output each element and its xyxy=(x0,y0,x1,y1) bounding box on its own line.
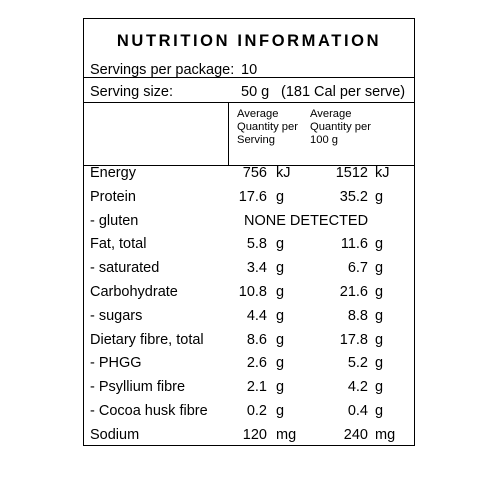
per-100g-value: 240 xyxy=(343,427,368,443)
per-serving-unit: g xyxy=(276,403,285,419)
per-100g-value: 35.2 xyxy=(339,189,368,205)
per-serving-unit: g xyxy=(276,284,285,300)
per-100g-value: 0.4 xyxy=(347,403,368,419)
per-serving-unit: g xyxy=(276,332,285,348)
per-100g-value: 4.2 xyxy=(347,379,368,395)
per-serving-value: 10.8 xyxy=(238,284,267,300)
per-serving-unit: g xyxy=(276,189,285,205)
per-serving-value: 8.6 xyxy=(246,332,267,348)
nutrient-name: Fat, total xyxy=(90,236,147,252)
header-per-100g: Average Quantity per 100 g xyxy=(310,108,371,146)
serving-size-note: (181 Cal per serve) xyxy=(281,84,406,100)
divider xyxy=(84,77,414,78)
per-serving-value: 2.6 xyxy=(246,355,267,371)
per-serving-unit: kJ xyxy=(276,165,291,181)
nutrition-panel: NUTRITION INFORMATION Servings per packa… xyxy=(83,18,415,446)
per-100g-unit: g xyxy=(375,189,384,205)
per-serving-unit: g xyxy=(276,355,285,371)
per-serving-unit: g xyxy=(276,308,285,324)
serving-size-label: Serving size: xyxy=(90,84,174,100)
per-100g-value: 6.7 xyxy=(347,260,368,276)
nutrient-name: - sugars xyxy=(90,308,143,324)
nutrient-name: Dietary fibre, total xyxy=(90,332,204,348)
per-100g-unit: g xyxy=(375,332,384,348)
per-serving-unit: mg xyxy=(276,427,297,443)
nutrient-name: - gluten xyxy=(90,213,139,229)
nutrient-name: Protein xyxy=(90,189,136,205)
per-serving-value: 120 xyxy=(242,427,267,443)
nutrient-name: - Psyllium fibre xyxy=(90,379,186,395)
serving-size-value: 50 g xyxy=(241,84,270,100)
per-serving-value: 5.8 xyxy=(246,236,267,252)
per-100g-value: 21.6 xyxy=(339,284,368,300)
per-100g-unit: g xyxy=(375,236,384,252)
nutrient-name: - Cocoa husk fibre xyxy=(90,403,208,419)
per-100g-value: 11.6 xyxy=(340,236,368,252)
nutrient-name: - saturated xyxy=(90,260,160,276)
divider xyxy=(84,102,414,103)
per-serving-value: 0.2 xyxy=(246,403,267,419)
nutrient-note: NONE DETECTED xyxy=(244,213,369,229)
per-100g-unit: g xyxy=(375,308,384,324)
per-serving-value: 3.4 xyxy=(246,260,267,276)
nutrient-name: Energy xyxy=(90,165,136,181)
nutrient-name: - PHGG xyxy=(90,355,142,371)
header-per-serving: Average Quantity per Serving xyxy=(237,108,298,146)
per-100g-value: 17.8 xyxy=(339,332,368,348)
per-serving-value: 17.6 xyxy=(238,189,267,205)
per-serving-unit: g xyxy=(276,236,285,252)
nutrient-name: Sodium xyxy=(90,427,140,443)
divider xyxy=(84,165,414,166)
panel-title: NUTRITION INFORMATION xyxy=(116,32,382,50)
column-divider xyxy=(228,102,229,165)
per-100g-unit: g xyxy=(375,355,384,371)
nutrient-name: Carbohydrate xyxy=(90,284,178,300)
per-100g-unit: g xyxy=(375,260,384,276)
per-100g-unit: g xyxy=(375,403,384,419)
per-100g-value: 1512 xyxy=(335,165,368,181)
per-100g-unit: kJ xyxy=(375,165,390,181)
servings-label: Servings per package: xyxy=(90,62,235,78)
per-100g-unit: mg xyxy=(375,427,396,443)
per-serving-unit: g xyxy=(276,260,285,276)
per-100g-value: 8.8 xyxy=(347,308,368,324)
per-100g-value: 5.2 xyxy=(347,355,368,371)
per-100g-unit: g xyxy=(375,379,384,395)
servings-value: 10 xyxy=(241,62,258,78)
per-serving-value: 4.4 xyxy=(246,308,267,324)
per-serving-value: 756 xyxy=(242,165,267,181)
per-100g-unit: g xyxy=(375,284,384,300)
per-serving-value: 2.1 xyxy=(246,379,267,395)
per-serving-unit: g xyxy=(276,379,285,395)
